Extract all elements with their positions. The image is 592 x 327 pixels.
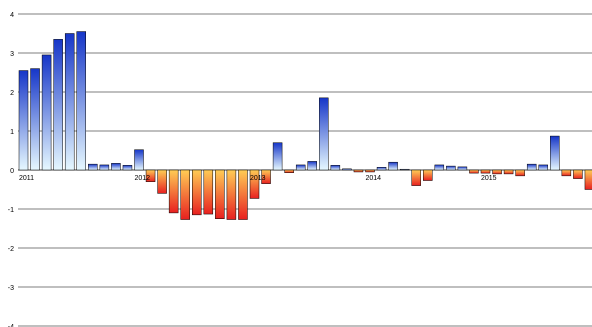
bar [503,169,514,175]
bar [88,163,98,171]
bar [365,169,375,173]
bar [457,166,468,171]
bar [515,169,525,177]
y-tick-label: 4 [10,12,14,19]
year-label: 2012 [135,175,151,182]
bar [30,68,40,171]
bar [261,169,271,184]
bar [526,163,537,171]
bar [192,169,202,216]
y-tick-label: -2 [8,246,14,253]
bar [319,97,329,171]
bar [180,169,190,220]
bar [573,169,583,179]
bar [307,161,317,171]
bar [295,164,306,171]
bar [342,168,352,171]
bar [272,142,283,171]
bar [446,165,456,171]
bar [584,169,592,190]
y-tick-label: 0 [10,168,14,175]
bar [18,70,29,171]
y-axis-tick-labels: -4 -3 -2 -1 0 1 2 3 4 [8,12,14,327]
year-label: 2013 [250,175,266,182]
bar [168,169,179,214]
y-tick-label: -1 [8,207,14,214]
bar [284,169,294,173]
bar [145,169,156,182]
y-tick-label: 2 [10,90,14,97]
bar [330,165,341,171]
bar [423,169,433,181]
bar [434,164,445,171]
bar [561,169,572,177]
bar [226,169,237,220]
y-tick-label: 3 [10,51,14,58]
bar [76,31,86,171]
bar [238,169,248,220]
y-tick-label: -4 [8,324,14,327]
bar [550,135,560,171]
year-label: 2015 [481,175,497,182]
year-label: 2014 [366,175,382,182]
bar [411,169,421,186]
bar [64,33,75,171]
bar [122,165,133,171]
bar [203,169,214,215]
bar [215,169,225,219]
bar [134,149,144,171]
year-labels: 2011 2012 2013 2014 2015 [19,175,497,182]
bars [18,31,592,220]
y-tick-label: -3 [8,285,14,292]
bar [111,163,121,171]
bar [480,169,491,174]
bar [376,167,387,171]
bar [538,164,548,171]
year-label: 2011 [19,175,34,182]
bar [388,161,398,171]
y-tick-label: 1 [10,129,14,136]
bar [399,168,410,171]
bar [99,164,110,171]
bar [157,169,167,194]
bar [469,169,479,174]
bar [53,39,63,171]
bar [492,169,502,175]
bar [41,54,52,171]
bar [249,169,260,199]
bar [353,169,364,173]
